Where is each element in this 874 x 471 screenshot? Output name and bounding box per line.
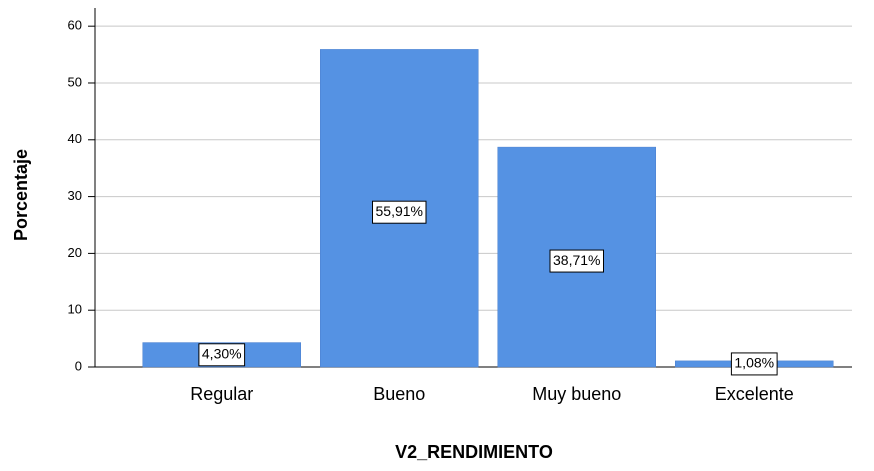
y-tick-label: 60 [68, 18, 82, 33]
value-label-box [549, 249, 604, 273]
y-tick-label: 10 [68, 302, 82, 317]
x-axis-label: V2_RENDIMIENTO [395, 442, 553, 462]
y-tick-label: 30 [68, 188, 82, 203]
y-tick-label: 50 [68, 74, 82, 89]
x-tick-label: Excelente [715, 384, 794, 404]
value-label: 4,30% [202, 345, 242, 361]
x-tick-label: Muy bueno [532, 384, 621, 404]
y-tick-label: 0 [75, 358, 82, 373]
value-label: 38,71% [553, 252, 600, 268]
value-label-box [730, 352, 778, 376]
value-label-box [372, 200, 427, 224]
x-tick-label: Bueno [373, 384, 425, 404]
y-tick-label: 20 [68, 245, 82, 260]
y-tick-label: 40 [68, 131, 82, 146]
value-label: 55,91% [376, 203, 423, 219]
y-axis-label: Porcentaje [11, 149, 31, 241]
value-label-box [198, 343, 246, 367]
value-label: 1,08% [734, 355, 774, 371]
x-tick-label: Regular [190, 384, 253, 404]
